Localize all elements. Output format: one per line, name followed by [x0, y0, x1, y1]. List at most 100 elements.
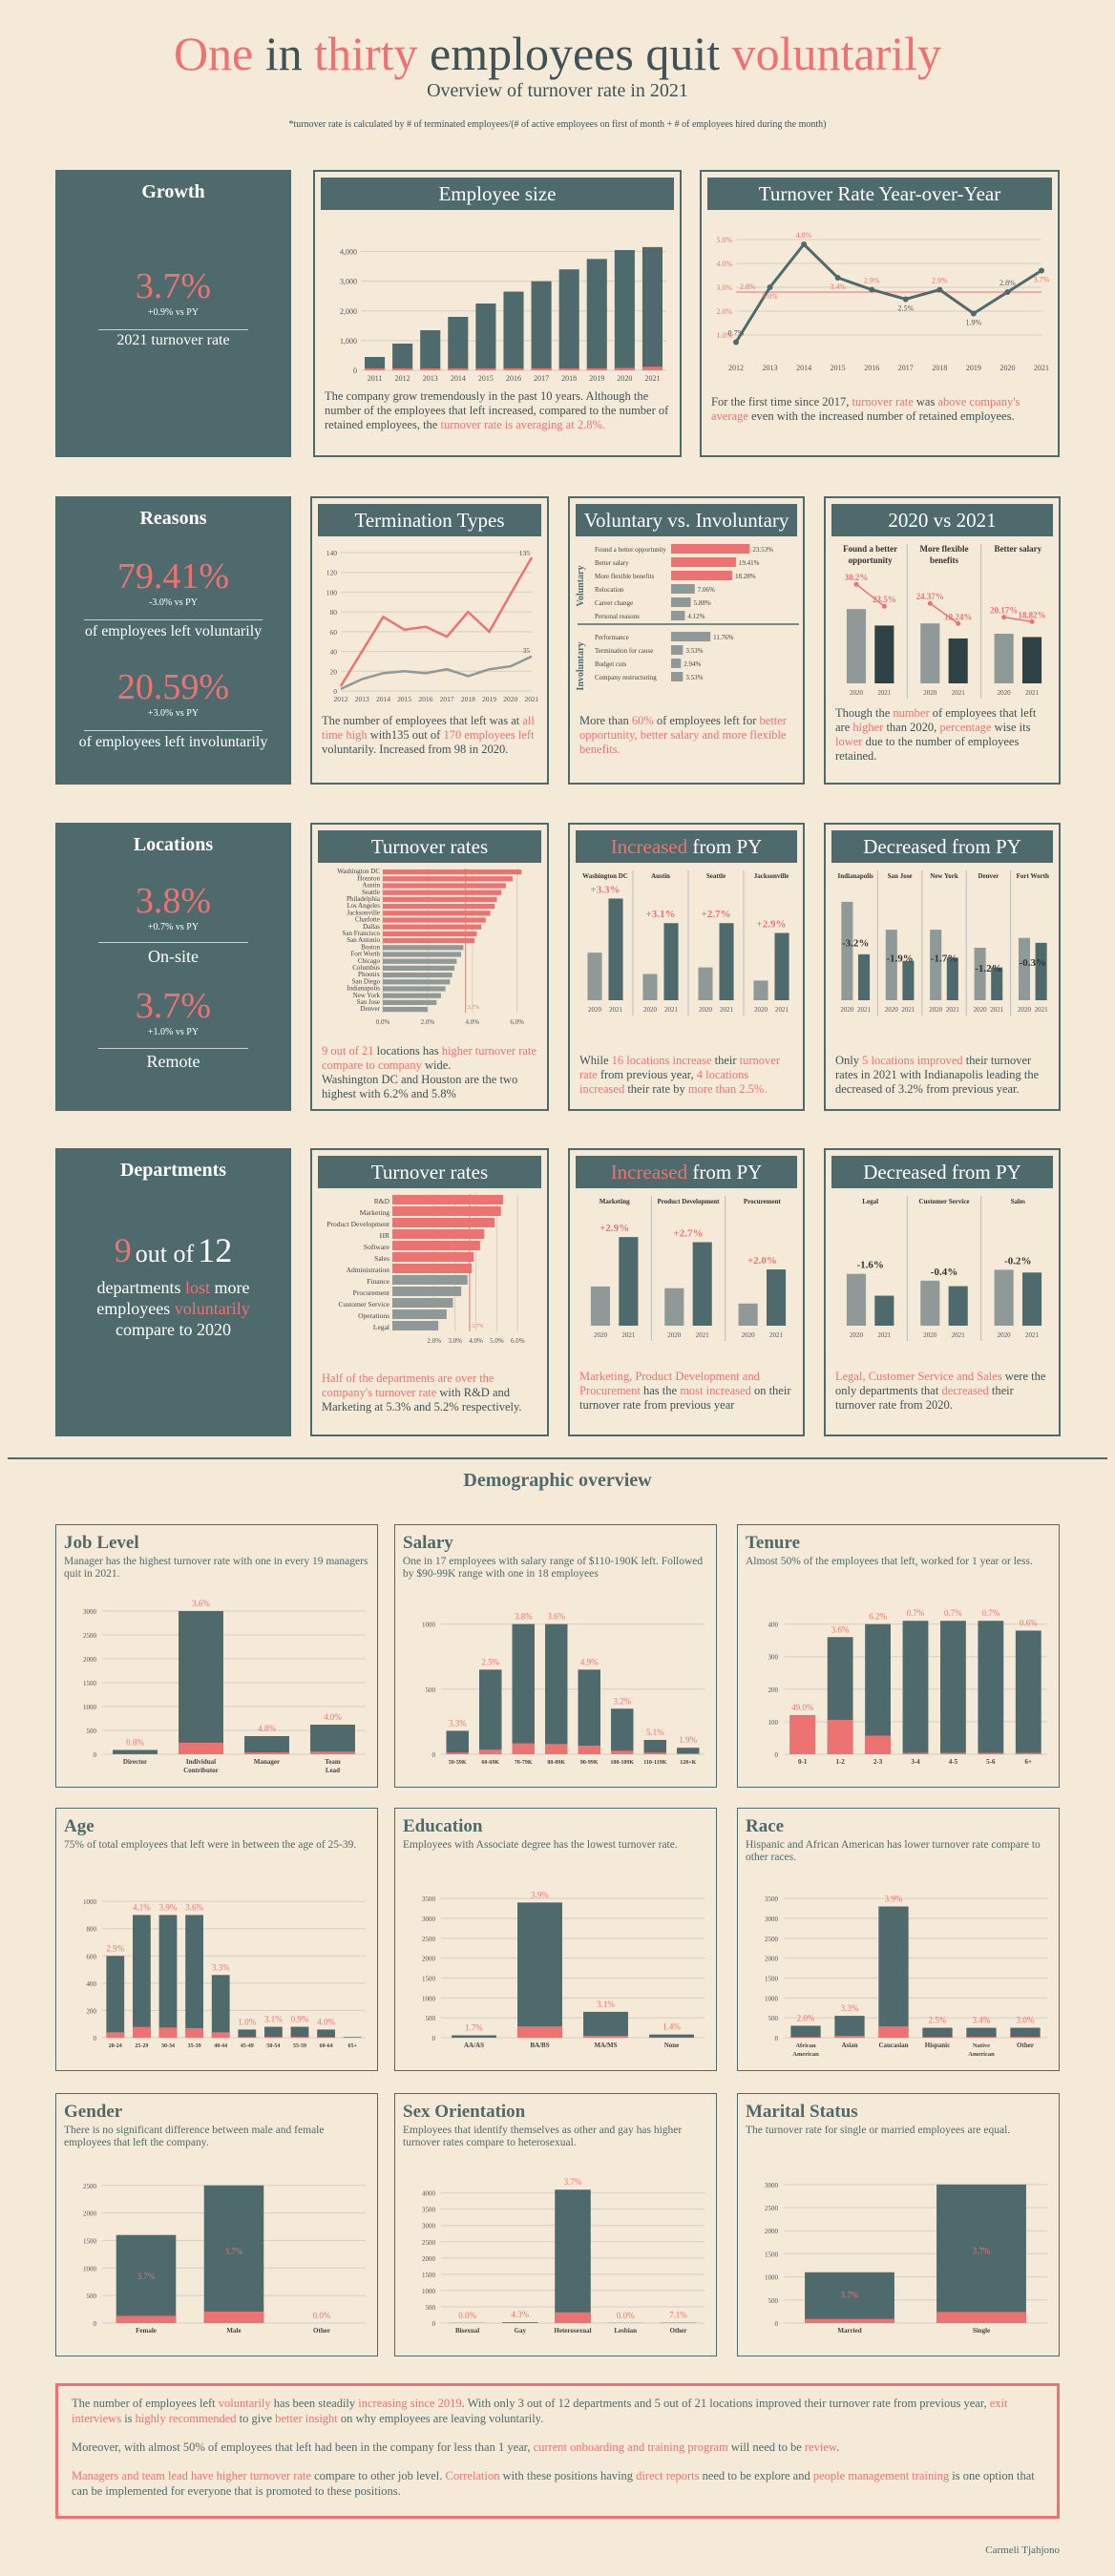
left-bar	[545, 1744, 568, 1754]
column-header: Marketing	[600, 1198, 630, 1205]
row-label: Finance	[367, 1277, 389, 1286]
population-bar	[502, 2322, 538, 2323]
demographic-desc: Employees that identify themselves as ot…	[403, 2125, 683, 2148]
year-label: 2020	[923, 689, 937, 697]
rate-label: 0.6%	[1020, 1618, 1038, 1627]
y-tick-label: 0	[775, 1751, 779, 1759]
loc-increased-desc: While 16 locations increase their turnov…	[579, 1054, 781, 1096]
year-label: 2021	[775, 1006, 789, 1014]
category-label: 110-119K	[643, 1760, 666, 1766]
population-bar	[133, 1915, 151, 2038]
turnover-point	[801, 241, 808, 247]
turnover-point	[970, 310, 977, 317]
demographic-card-race: Race Hispanic and African American has lo…	[737, 1808, 1060, 2071]
row-label: Operations	[358, 1311, 389, 1320]
reason-bar	[671, 659, 682, 668]
employee-bar	[420, 330, 441, 370]
vol-label: of employees left voluntarily	[84, 623, 263, 639]
left-bar	[479, 1749, 502, 1754]
rate-bar	[383, 952, 462, 957]
x-tick-label: 4.0%	[469, 1337, 483, 1345]
employee-bar	[642, 246, 663, 370]
employee-bar	[531, 281, 552, 370]
bar-2021	[774, 932, 789, 1000]
rate-bar	[392, 1321, 439, 1330]
population-bar	[158, 1915, 178, 2038]
demographic-title: Gender	[64, 2102, 123, 2122]
demographic-card-salary: Salary One in 17 employees with salary ra…	[394, 1524, 717, 1788]
onsite-label: On-site	[148, 947, 199, 966]
delta-label: +2.9%	[756, 919, 786, 931]
rate-label: 2.9%	[106, 1943, 124, 1953]
left-bar	[611, 1750, 634, 1754]
row-label: Dallas	[363, 923, 380, 931]
left-bar	[310, 1751, 355, 1754]
yoy-title: Turnover Rate Year-over-Year	[707, 178, 1052, 210]
population-bar	[978, 1621, 1004, 1754]
row-label: New York	[353, 992, 381, 999]
bar-2020	[846, 1273, 867, 1326]
dept-decreased-card: Decreased from PY Legal 2020 2021 -1.6% Cust…	[824, 1148, 1061, 1436]
y-tick-label: 100	[768, 1719, 779, 1727]
bar-2020	[930, 930, 942, 1000]
employee-bar	[448, 317, 469, 370]
year-label: 2021	[720, 1006, 734, 1014]
title-word-in: in	[264, 27, 303, 80]
demographic-card-gender: Gender There is no significant difference…	[55, 2093, 378, 2356]
x-tick-label: 2017	[440, 695, 454, 703]
y-tick-label: 3000	[765, 1916, 779, 1923]
x-tick-label: 2021	[644, 374, 660, 383]
rate-bar	[383, 911, 491, 916]
growth-label: 2021 turnover rate	[116, 332, 230, 348]
bar-2020	[994, 633, 1014, 683]
category-label: 80-89K	[547, 1760, 565, 1766]
category-label: 20-24	[109, 2043, 122, 2049]
y-tick-label: 2,000	[340, 307, 357, 316]
left-bar	[238, 2037, 257, 2038]
loc-rates-desc: 9 out of 21 locations has higher turnove…	[322, 1044, 536, 1100]
y-tick-label: 1000	[422, 2288, 436, 2295]
bar-2020	[974, 948, 986, 1000]
category-label: Contributor	[183, 1767, 219, 1774]
y-tick-label: 400	[768, 1622, 779, 1629]
vol-inv-card: Voluntary vs. Involuntary Voluntary Invol…	[568, 496, 805, 785]
y-tick-label: 1500	[765, 1976, 779, 1983]
left-bar	[264, 2037, 283, 2038]
bar-2020	[920, 623, 940, 683]
x-tick-label: 2013	[763, 364, 778, 372]
value-2020: 30.2%	[845, 573, 869, 582]
value-2021: 18.24%	[944, 612, 972, 621]
y-tick-label: 1500	[83, 2237, 97, 2245]
vol-inv-title: Voluntary vs. Involuntary	[576, 504, 797, 536]
y-tick-label: 1000	[83, 1704, 97, 1711]
bar-2021	[692, 1242, 712, 1326]
year-label: 2021	[990, 1006, 1004, 1014]
left-bar	[643, 1752, 666, 1754]
y-tick-label: 500	[87, 1728, 97, 1735]
population-bar	[185, 1915, 203, 2038]
category-label: Bisexual	[455, 2327, 479, 2335]
page-subtitle: Overview of turnover rate in 2021	[427, 80, 688, 101]
rate-bar	[383, 986, 446, 992]
title-word-one: One	[173, 27, 254, 80]
demographic-chart: 3500 3000 2500 2000 1500 1000 500 0 1.7% AA/AS 3.9…	[422, 1890, 705, 2049]
left-bar	[578, 1746, 600, 1754]
year-label: 2021	[857, 1006, 872, 1014]
y-tick-label: 120	[326, 569, 338, 577]
population-bar	[611, 1708, 634, 1754]
category-label: 40-44	[214, 2043, 227, 2049]
rate-label: 3.3%	[449, 1718, 467, 1728]
reason-bar	[671, 611, 685, 620]
turnover-point	[869, 286, 875, 293]
reasons-panel: Reasons 79.41% -3.0% vs PY of employees …	[55, 496, 291, 785]
y-tick-label: 3500	[422, 2207, 436, 2214]
y-tick-label: 2500	[422, 1936, 436, 1943]
population-bar	[677, 1748, 700, 1754]
reason-value: 4.12%	[687, 613, 705, 620]
yoy-chart: 5.0% 4.0% 3.0% 2.0% 1.0% 2.8% 0.7% 2012 3.0% 2013…	[716, 231, 1049, 372]
reason-bar	[671, 571, 732, 580]
y-tick-label: 3,000	[340, 278, 357, 286]
left-bar	[865, 1735, 891, 1754]
rate-label: 3.7%	[841, 2290, 859, 2299]
demographic-desc: 75% of total employees that left were in…	[64, 1839, 357, 1851]
